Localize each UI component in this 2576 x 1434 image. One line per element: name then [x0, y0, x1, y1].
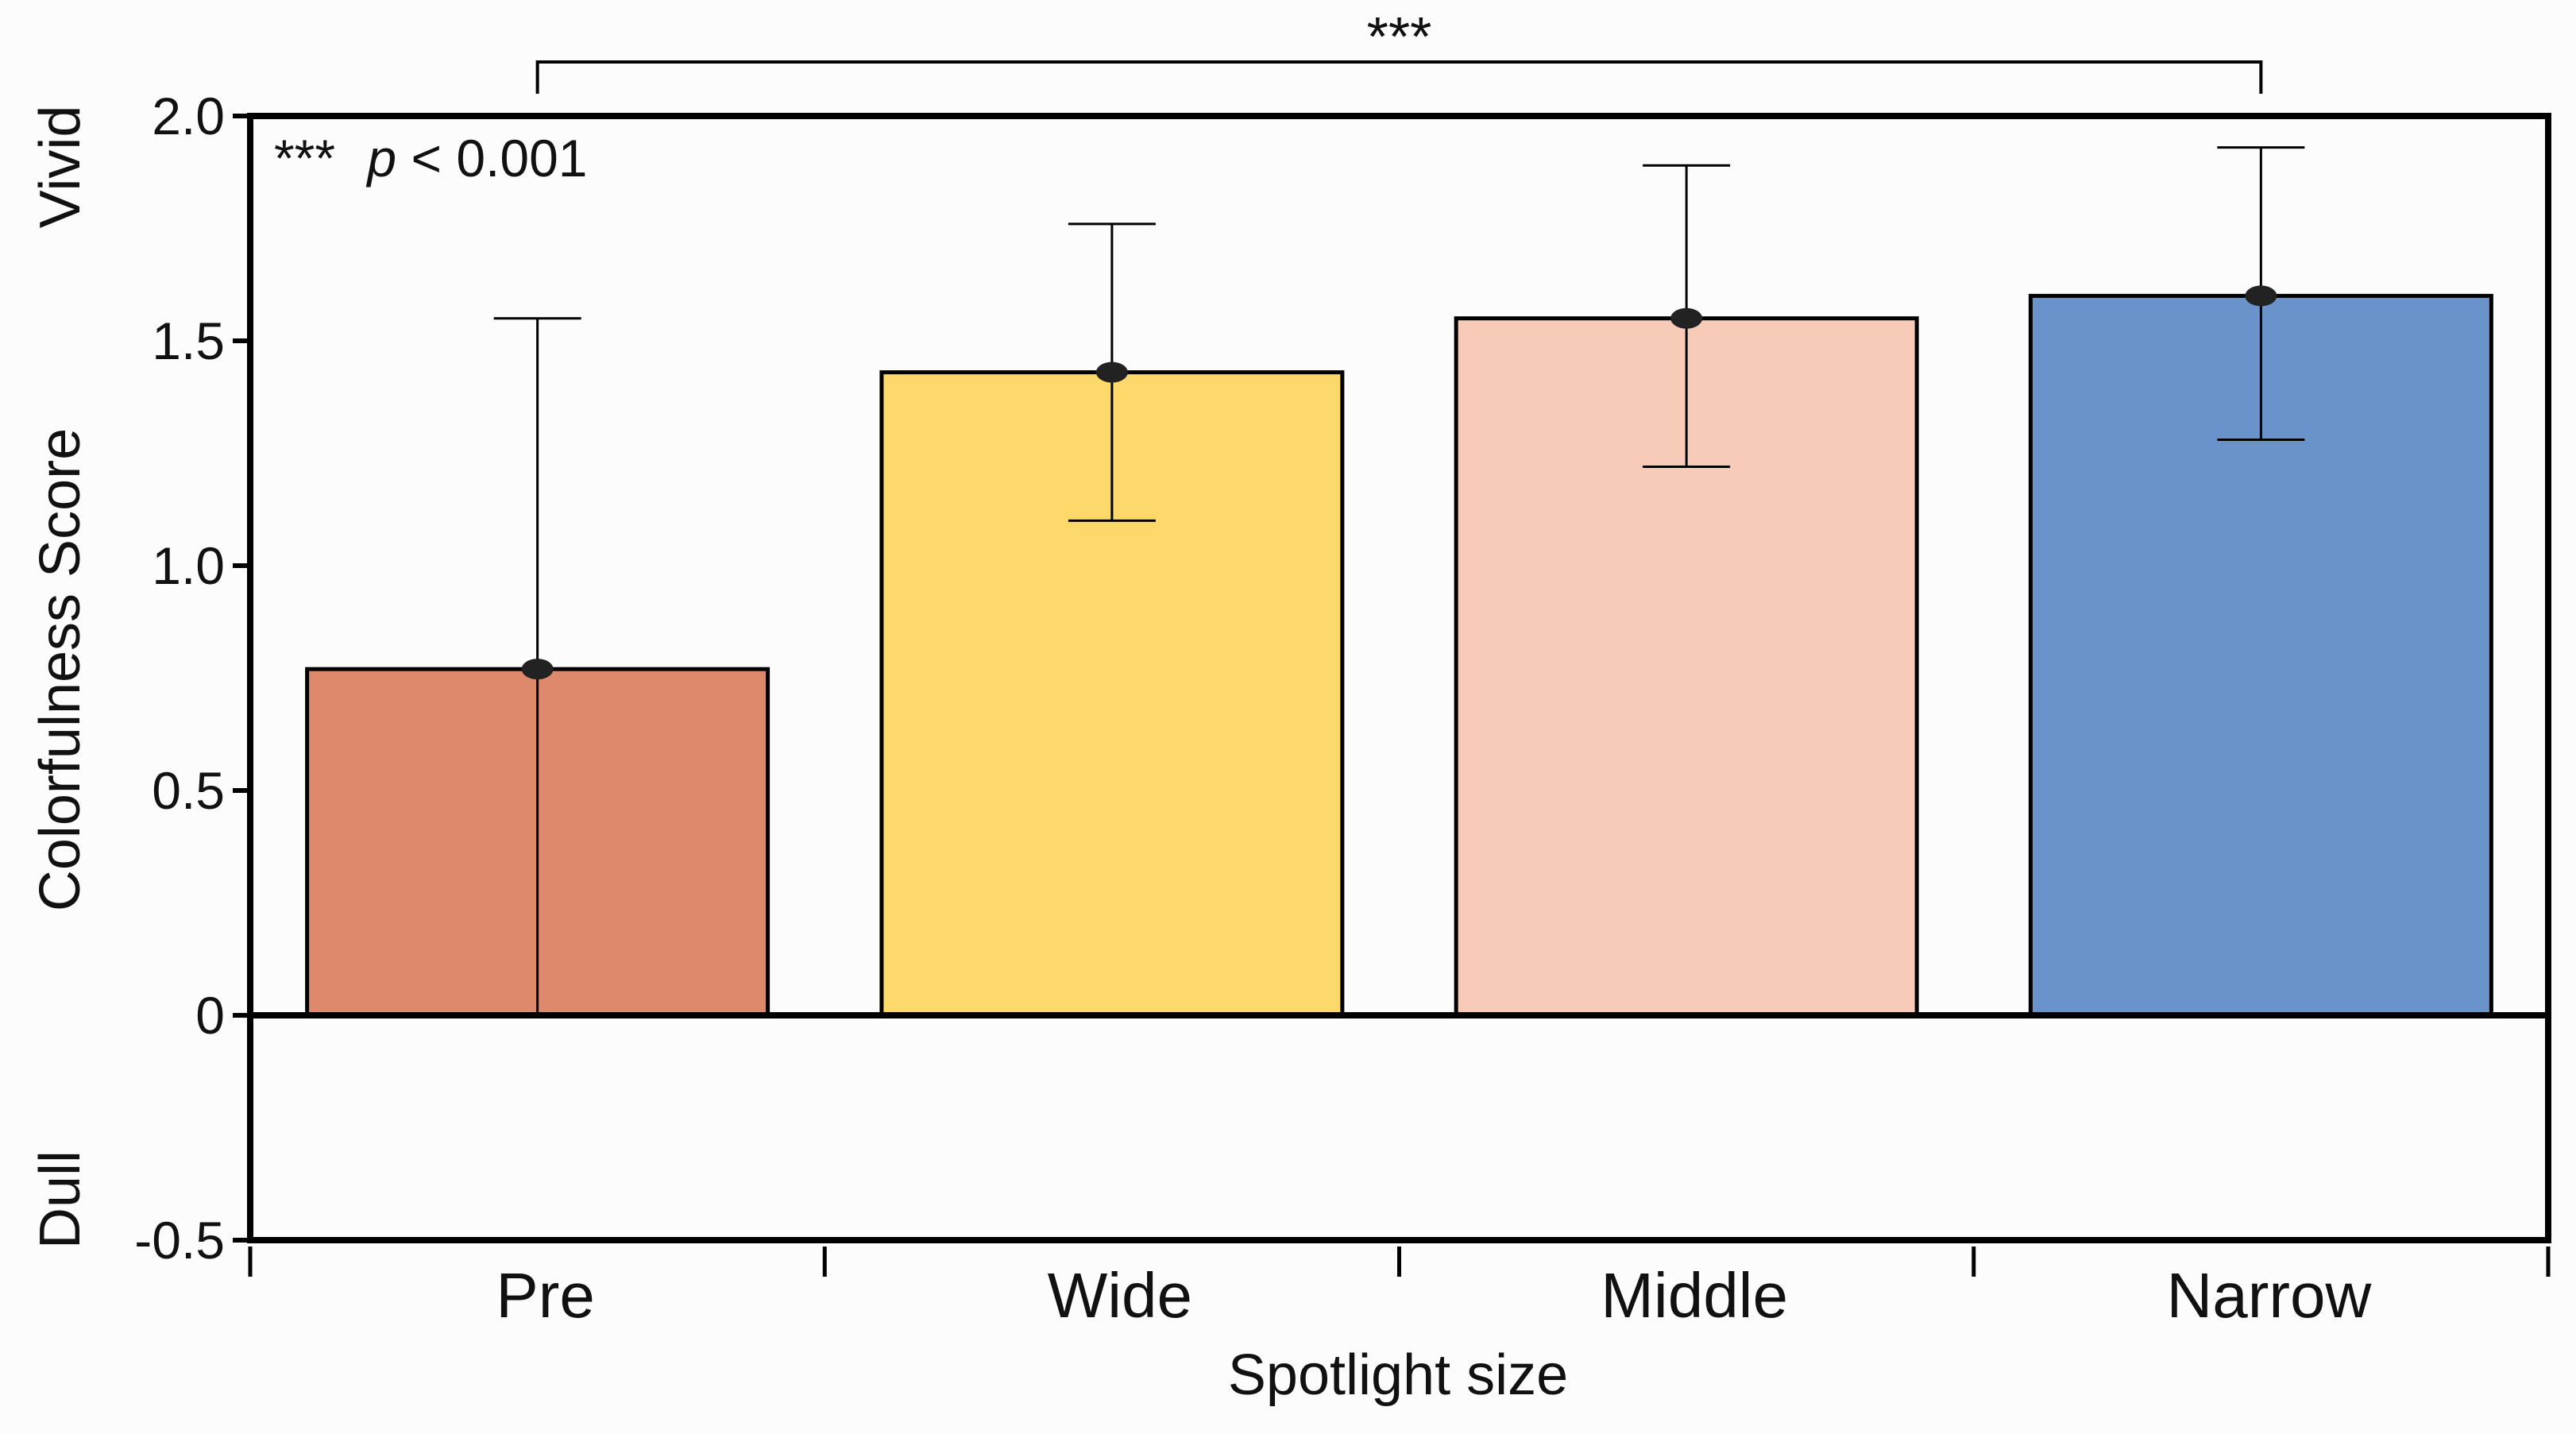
y-tick-label: 2.0 [152, 87, 225, 145]
y-tick-label: 0.5 [152, 761, 225, 820]
y-anchor-vivid: Vivid [29, 106, 92, 229]
y-tick-label: -0.5 [134, 1211, 225, 1270]
x-axis-title: Spotlight size [1228, 1343, 1568, 1407]
x-axis: Pre Wide Middle Narrow [248, 1247, 2551, 1331]
y-tick-label: 0 [195, 986, 225, 1045]
significance-bracket: *** [535, 6, 2263, 94]
significance-stars: *** [1367, 6, 1432, 68]
p-value-p: p [365, 129, 396, 187]
y-tick-label: 1.0 [152, 536, 225, 595]
x-tick-label: Pre [496, 1260, 595, 1331]
y-axis: 2.0 1.5 1.0 0.5 0 -0.5 [134, 87, 250, 1270]
mean-point [1670, 307, 1703, 329]
p-value-stars: *** [274, 129, 335, 187]
x-tick-label: Wide [1048, 1260, 1192, 1331]
y-anchor-dull: Dull [29, 1150, 92, 1249]
mean-point [521, 659, 554, 680]
x-tick-label: Middle [1601, 1260, 1788, 1331]
p-value-threshold: < 0.001 [411, 129, 587, 187]
p-value-annotation: *** p < 0.001 [274, 129, 588, 187]
mean-point [1095, 361, 1128, 383]
y-axis-title: Colorfulness Score [29, 428, 92, 911]
plot-frame [247, 113, 2551, 1243]
mean-point [2245, 285, 2277, 307]
y-tick-label: 1.5 [152, 311, 225, 370]
x-tick-label: Narrow [2166, 1260, 2371, 1331]
significance-line [535, 60, 2263, 94]
plot-area [247, 113, 2551, 1243]
